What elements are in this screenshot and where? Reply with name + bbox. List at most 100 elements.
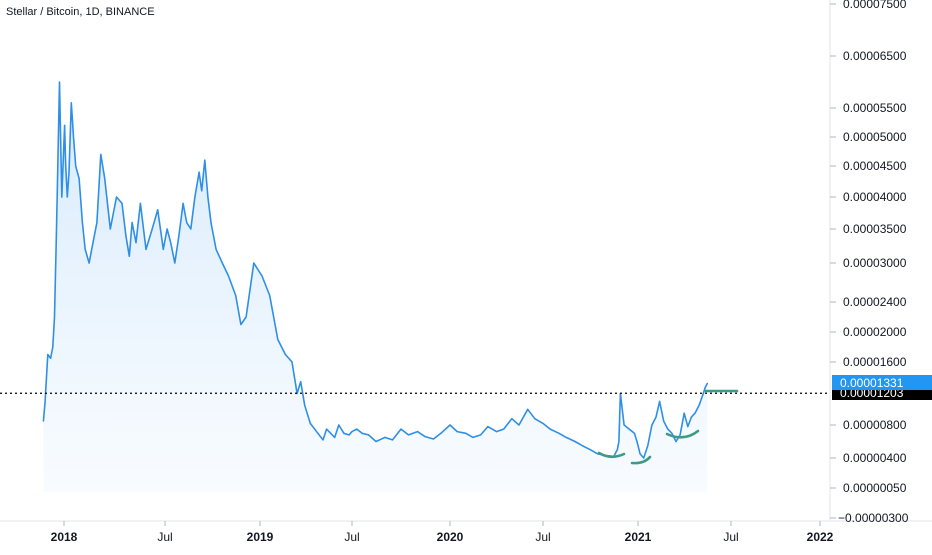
price-point — [96, 222, 98, 224]
time-tick-label: 2022 — [807, 530, 834, 544]
price-point — [42, 420, 45, 422]
price-point — [361, 432, 363, 434]
price-point — [698, 404, 700, 406]
last-price-value: 0.00001331 — [840, 376, 904, 390]
price-point — [549, 428, 551, 430]
price-point — [633, 432, 636, 434]
time-tick-label: 2019 — [247, 530, 274, 544]
price-point — [115, 196, 118, 198]
price-point — [47, 353, 49, 356]
price-tick-label: 0.00003000 — [843, 256, 907, 270]
price-point — [317, 432, 319, 434]
price-point — [424, 436, 426, 438]
price-tick-label: 0.00000400 — [843, 451, 907, 465]
price-tick-label: 0.00007500 — [843, 0, 907, 11]
price-point — [92, 242, 94, 244]
price-point — [330, 432, 332, 434]
price-point — [198, 171, 200, 173]
annotation-curve[interactable] — [630, 455, 652, 465]
price-point — [284, 353, 286, 356]
annotation-curve[interactable] — [665, 429, 700, 439]
price-point — [245, 316, 247, 318]
price-tick-label: 0.00004500 — [843, 159, 907, 173]
price-point — [253, 262, 255, 264]
price-tick-label: 0.00006500 — [843, 49, 907, 63]
price-point — [100, 153, 102, 155]
price-point — [472, 436, 474, 438]
price-point — [651, 424, 653, 426]
price-point — [663, 420, 665, 422]
price-point — [309, 422, 311, 424]
price-tick-label: −0.00000300 — [838, 511, 909, 525]
price-point — [178, 235, 180, 237]
price-point — [432, 438, 435, 440]
price-point — [64, 124, 66, 126]
price-point — [44, 402, 46, 404]
price-point — [416, 431, 419, 433]
price-point — [291, 361, 293, 363]
price-point — [190, 228, 192, 230]
symbol-title: Stellar / Bitcoin, 1D, BINANCE — [6, 6, 155, 18]
price-point — [68, 171, 70, 173]
price-point — [565, 436, 567, 438]
price-point — [131, 222, 133, 224]
price-tick-label: 0.00002400 — [843, 295, 907, 309]
price-axis[interactable]: 0.00007500 0.00006500 0.00005500 0.00005000… — [830, 0, 909, 525]
price-point — [304, 404, 306, 406]
price-point — [52, 346, 54, 348]
price-point — [391, 439, 394, 441]
price-point — [356, 428, 358, 430]
price-point — [84, 248, 86, 250]
price-point — [162, 248, 164, 250]
price-point — [704, 386, 706, 388]
price-point — [56, 190, 58, 192]
price-point — [182, 202, 184, 204]
price-point — [235, 294, 237, 297]
price-point — [343, 432, 345, 434]
price-point — [121, 202, 123, 204]
price-point — [65, 165, 67, 167]
price-point — [706, 382, 709, 384]
price-point — [277, 338, 279, 341]
price-point — [300, 381, 302, 383]
price-point — [671, 432, 673, 434]
time-tick-label: Jul — [157, 530, 172, 544]
price-tick-label: 0.00000050 — [843, 481, 907, 495]
price-points — [42, 81, 709, 459]
price-point — [326, 428, 328, 430]
price-point — [690, 416, 693, 418]
price-tick-label: 0.00001600 — [843, 355, 907, 369]
price-point — [400, 428, 402, 430]
price-point — [210, 222, 212, 224]
price-point — [157, 209, 159, 211]
price-point — [81, 222, 83, 224]
time-tick-label: Jul — [344, 530, 359, 544]
price-point — [384, 436, 386, 438]
price-point — [440, 432, 442, 434]
price-tick-label: 0.00003500 — [843, 222, 907, 236]
price-point — [542, 422, 544, 424]
price-point — [687, 426, 689, 428]
price-point — [351, 431, 353, 433]
annotation-curve[interactable] — [597, 451, 626, 459]
price-point — [694, 412, 696, 414]
price-point — [667, 428, 669, 430]
price-point — [527, 408, 529, 410]
price-point — [70, 102, 72, 104]
price-point — [334, 436, 336, 438]
price-point — [322, 439, 324, 441]
price-point — [702, 392, 704, 395]
price-area — [43, 82, 708, 493]
time-axis[interactable]: 2018 Jul 2019 Jul 2020 Jul 2021 Jul 2022 — [51, 521, 834, 544]
time-tick-label: 2020 — [437, 530, 464, 544]
price-point — [151, 228, 153, 230]
price-point — [186, 222, 188, 224]
price-point — [456, 431, 458, 433]
price-point — [480, 434, 482, 436]
price-point — [50, 357, 52, 359]
price-point — [618, 440, 620, 443]
price-point — [145, 248, 147, 250]
price-point — [53, 316, 56, 318]
price-point — [636, 440, 638, 443]
